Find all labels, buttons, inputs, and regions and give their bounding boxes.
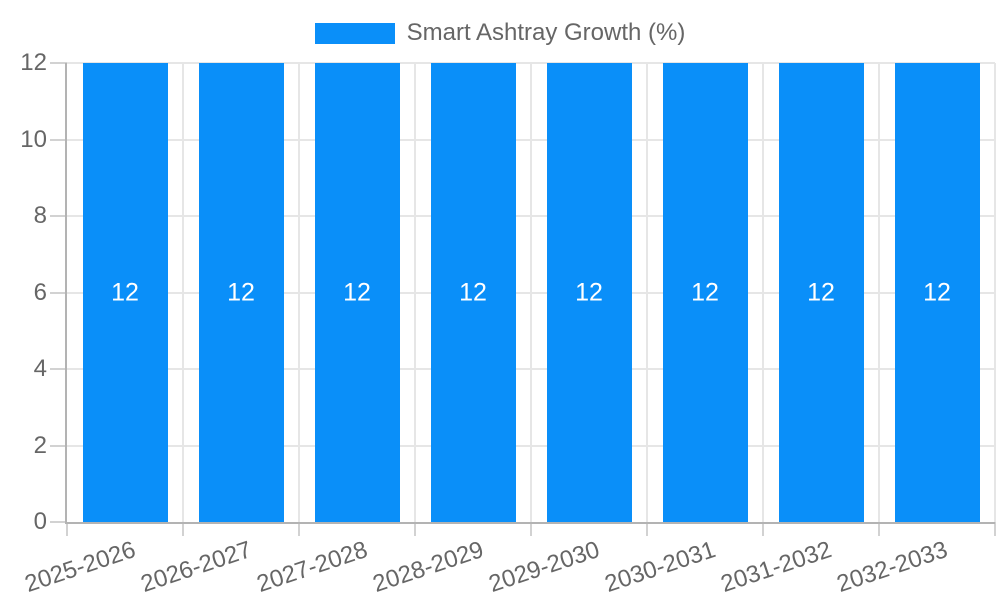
y-tick-label: 0 — [33, 508, 47, 535]
bar — [778, 63, 864, 522]
x-tick-label: 2026-2027 — [137, 536, 256, 598]
bar — [894, 63, 980, 522]
x-gridline — [298, 63, 300, 522]
legend-label: Smart Ashtray Growth (%) — [406, 19, 686, 46]
bar-value-label: 12 — [807, 278, 835, 306]
bar-value-label: 12 — [923, 278, 951, 306]
y-tick-label: 2 — [33, 431, 47, 459]
bar-value-label: 12 — [459, 278, 487, 306]
x-tick-label: 2030-2031 — [601, 536, 720, 598]
x-gridline — [414, 63, 416, 522]
x-tick-label: 2032-2033 — [833, 536, 952, 598]
bar-value-label: 12 — [343, 278, 371, 306]
y-axis-line — [65, 63, 67, 524]
y-tick — [50, 291, 67, 294]
x-tick-label: 2027-2028 — [253, 536, 372, 598]
x-gridline — [878, 63, 880, 522]
legend-swatch — [314, 22, 395, 44]
x-tick-label: 2025-2026 — [21, 536, 140, 598]
y-tick-label: 4 — [33, 355, 47, 382]
x-tick — [646, 522, 648, 536]
x-gridline — [762, 63, 764, 522]
bar — [314, 63, 400, 522]
bar — [198, 63, 284, 522]
x-gridline — [182, 63, 184, 522]
bar-value-label: 12 — [227, 278, 255, 306]
y-tick — [50, 521, 67, 523]
x-gridline — [646, 63, 648, 522]
y-tick — [50, 215, 67, 217]
legend-item[interactable]: Smart Ashtray Growth (%) — [0, 20, 1000, 46]
x-tick — [182, 522, 184, 536]
x-tick — [530, 522, 532, 536]
bar-value-label: 12 — [111, 278, 139, 306]
bar-value-label: 12 — [575, 278, 603, 306]
y-tick — [50, 368, 67, 370]
x-tick-label: 2029-2030 — [485, 536, 604, 598]
y-tick-label: 10 — [20, 125, 47, 153]
y-tick — [50, 444, 67, 447]
x-tick — [878, 522, 880, 536]
x-tick — [994, 522, 996, 536]
x-axis-line — [65, 522, 995, 524]
x-tick — [66, 522, 68, 536]
bar — [662, 63, 748, 522]
x-tick — [414, 522, 416, 536]
bar — [82, 63, 168, 522]
y-tick — [50, 138, 67, 141]
y-tick-label: 8 — [33, 202, 47, 229]
x-tick — [762, 522, 764, 536]
y-tick-label: 12 — [20, 49, 47, 76]
x-gridline — [530, 63, 532, 522]
bar-value-label: 12 — [691, 278, 719, 306]
bar — [430, 63, 516, 522]
y-tick-label: 6 — [33, 278, 47, 306]
x-tick-label: 2028-2029 — [369, 536, 488, 598]
x-tick-label: 2031-2032 — [717, 536, 836, 598]
x-gridline — [994, 63, 996, 522]
y-tick — [50, 62, 67, 64]
bar — [546, 63, 632, 522]
x-tick — [298, 522, 300, 536]
